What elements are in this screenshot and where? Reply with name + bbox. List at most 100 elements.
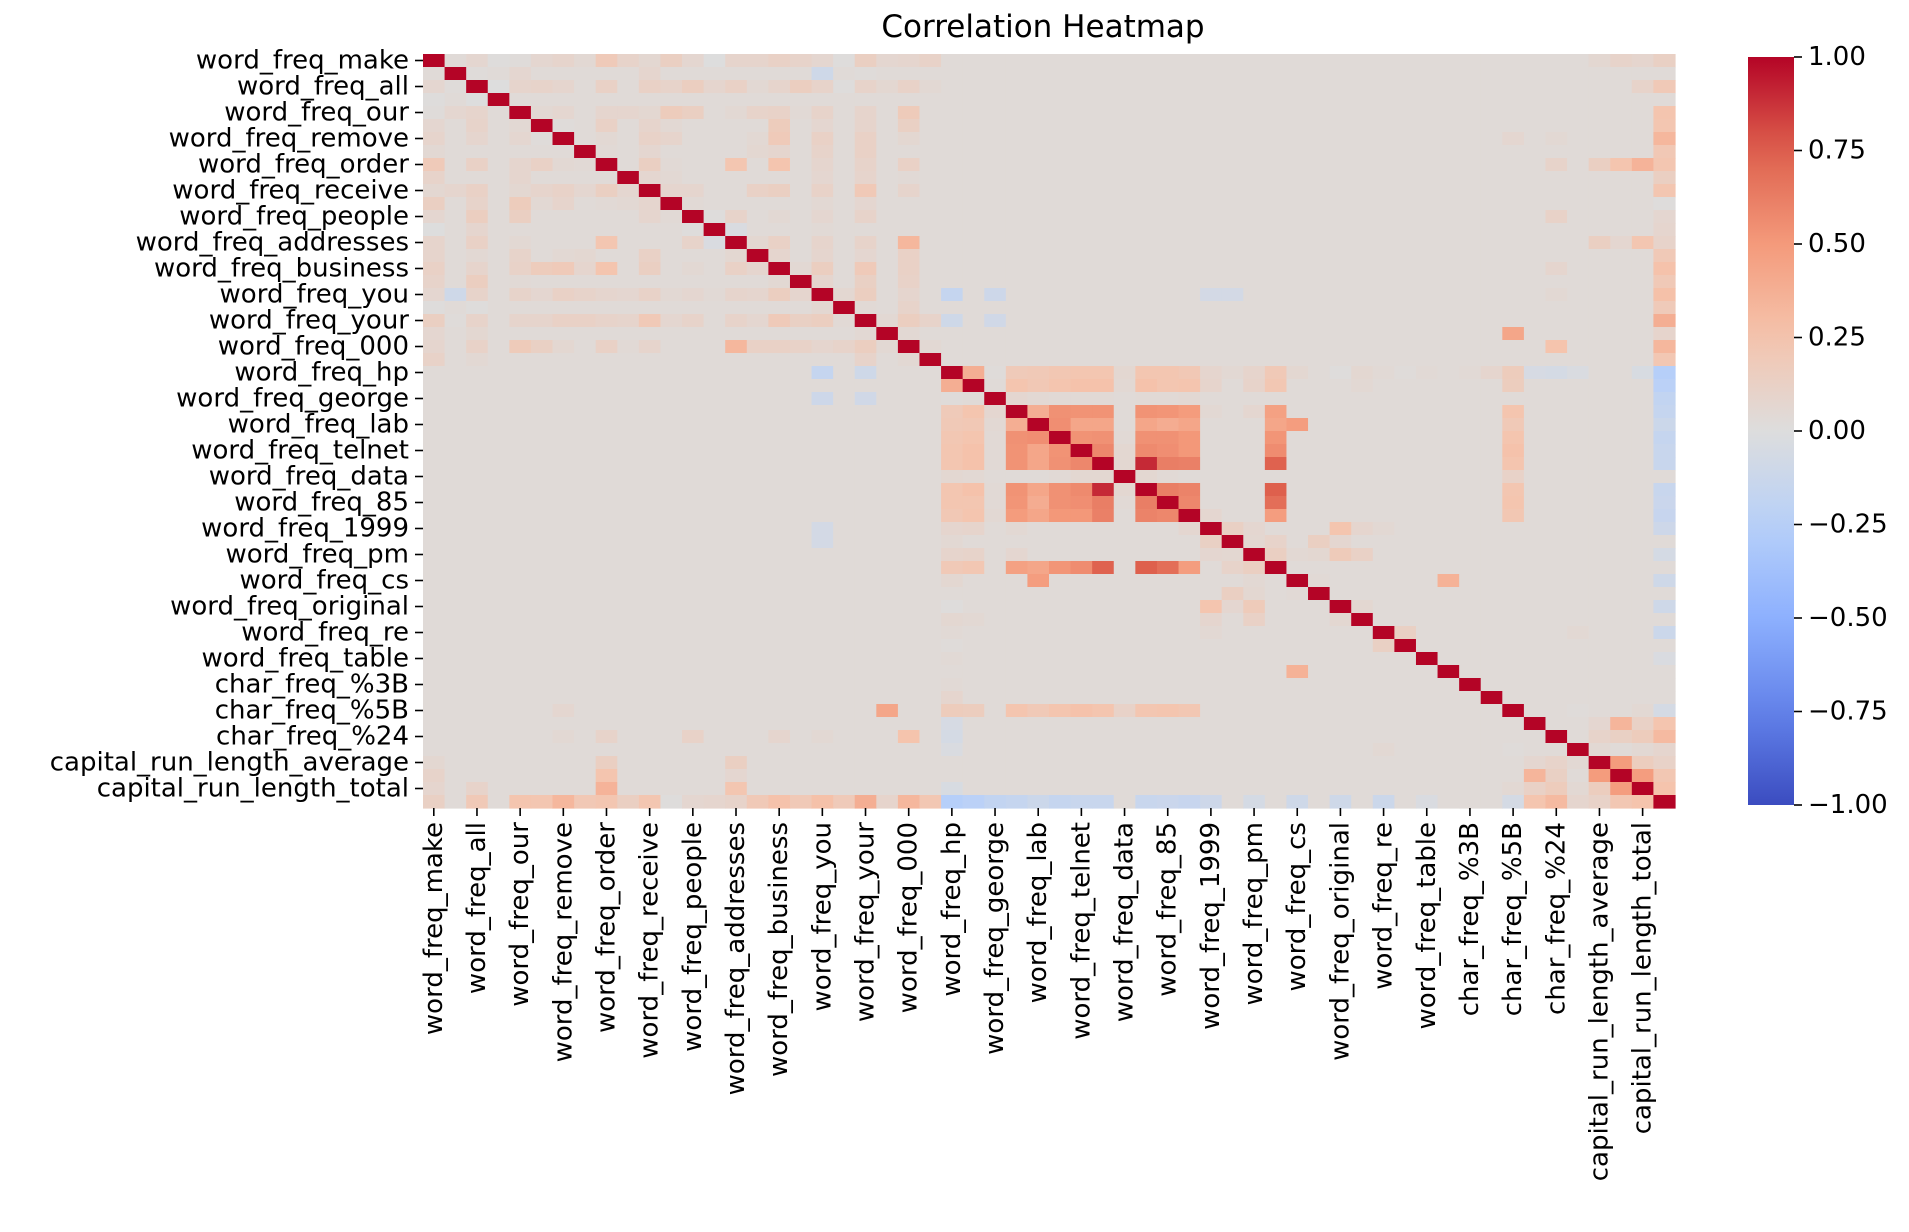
heatmap-cell [746,613,769,627]
heatmap-cell [1351,288,1374,302]
heatmap-cell [552,93,575,107]
heatmap-cell [1221,327,1244,341]
heatmap-cell [444,444,467,458]
heatmap-cell [1480,704,1503,718]
heatmap-cell [1286,548,1309,562]
heatmap-cell [833,158,856,172]
heatmap-cell [919,353,942,367]
heatmap-cell [962,496,985,510]
heatmap-cell [1092,574,1115,588]
heatmap-cell [897,431,921,445]
heatmap-cell [509,457,532,471]
heatmap-cell [1567,327,1590,341]
heatmap-cell [574,288,597,302]
heatmap-cell [1049,184,1072,198]
heatmap-cell [574,678,597,692]
heatmap-cell [617,80,640,94]
heatmap-cell [811,132,834,146]
heatmap-cell [595,704,618,718]
heatmap-cell [552,548,575,562]
heatmap-cell [1092,301,1115,315]
heatmap-cell [941,67,964,81]
heatmap-cell [1653,119,1676,133]
heatmap-cell [444,639,467,653]
heatmap-cell [768,184,791,198]
heatmap-cell [1286,210,1309,224]
heatmap-cell [1135,340,1158,354]
heatmap-cell [703,730,726,744]
heatmap-cell [854,444,877,458]
heatmap-cell [876,145,899,159]
heatmap-cell [1567,483,1590,497]
heatmap-cell [1523,652,1547,666]
heatmap-cell [962,67,985,81]
heatmap-cell [574,769,597,783]
heatmap-cell [1113,158,1136,172]
heatmap-cell [1437,652,1460,666]
heatmap-cell [595,717,618,731]
heatmap-cell [509,132,532,146]
heatmap-cell [703,418,726,432]
heatmap-cell [1308,54,1331,68]
heatmap-cell [444,288,467,302]
heatmap-cell [962,665,985,679]
heatmap-cell [789,327,813,341]
heatmap-cell [617,769,640,783]
heatmap-cell [595,691,618,705]
heatmap-cell [638,184,662,198]
heatmap-cell [1502,210,1525,224]
heatmap-cell [1480,210,1503,224]
heatmap-cell [1523,392,1547,406]
heatmap-cell [1502,600,1525,614]
heatmap-cell [1308,717,1331,731]
heatmap-cell [768,262,791,276]
heatmap-cell [1372,522,1395,536]
heatmap-cell [1372,496,1395,510]
heatmap-cell [1567,210,1590,224]
heatmap-cell [1200,600,1223,614]
heatmap-cell [1070,652,1093,666]
heatmap-cell [876,171,899,185]
heatmap-cell [574,691,597,705]
heatmap-cell [617,54,640,68]
heatmap-cell [1113,418,1136,432]
heatmap-cell [1480,691,1503,705]
heatmap-cell [833,795,856,809]
heatmap-cell [1415,782,1439,796]
heatmap-cell [876,119,899,133]
heatmap-cell [854,652,877,666]
heatmap-cell [1264,314,1288,328]
heatmap-cell [789,574,813,588]
heatmap-cell [1653,106,1676,120]
heatmap-cell [768,652,791,666]
heatmap-cell [1329,730,1352,744]
heatmap-cell [1200,496,1223,510]
heatmap-cell [941,665,964,679]
heatmap-cell [1415,197,1439,211]
heatmap-cell [1653,717,1676,731]
heatmap-cell [1070,249,1093,263]
heatmap-cell [746,717,769,731]
heatmap-cell [617,496,640,510]
heatmap-cell [919,275,942,289]
heatmap-cell [1567,470,1590,484]
heatmap-cell [1135,574,1158,588]
heatmap-cell [854,769,877,783]
heatmap-cell [1286,431,1309,445]
heatmap-cell [509,379,532,393]
heatmap-cell [1372,301,1395,315]
heatmap-cell [1610,431,1633,445]
heatmap-cell [1610,379,1633,393]
heatmap-cell [1308,457,1331,471]
heatmap-cell [919,652,942,666]
heatmap-cell [1545,262,1568,276]
heatmap-cell [854,613,877,627]
heatmap-cell [1545,93,1568,107]
heatmap-cell [833,327,856,341]
heatmap-cell [444,470,467,484]
heatmap-cell [1156,626,1180,640]
heatmap-cell [1221,782,1244,796]
y-tick-label: word_freq_pm [225,540,409,570]
heatmap-cell [833,574,856,588]
heatmap-cell [811,158,834,172]
